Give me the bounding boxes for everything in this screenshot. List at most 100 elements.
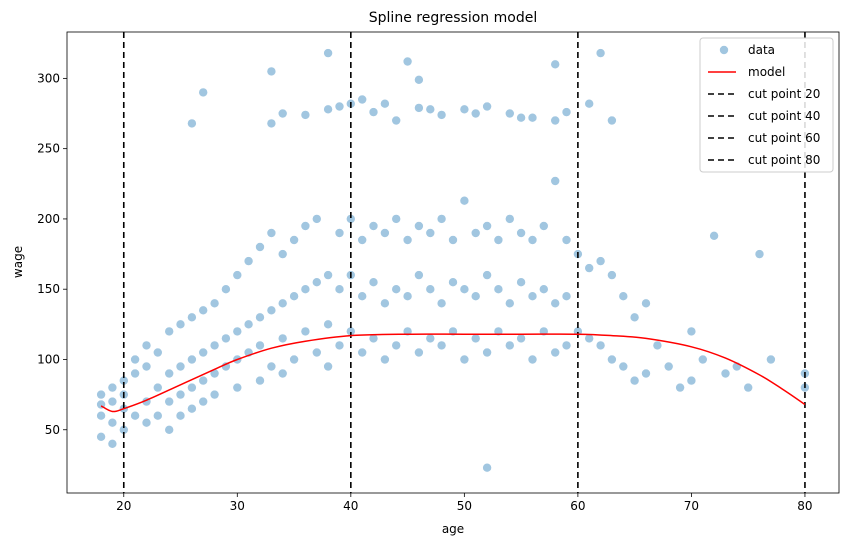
- data-point: [289, 235, 299, 245]
- data-point: [504, 108, 515, 119]
- data-point: [311, 277, 322, 288]
- data-point: [607, 115, 617, 126]
- data-point: [482, 101, 492, 112]
- data-point: [255, 312, 265, 323]
- data-point: [516, 112, 526, 123]
- x-tick-label: 20: [116, 499, 131, 513]
- data-point: [300, 110, 311, 120]
- legend-label: cut point 60: [748, 131, 820, 145]
- data-point: [187, 354, 197, 365]
- y-tick-label: 50: [45, 423, 60, 437]
- data-point: [334, 228, 345, 238]
- x-tick-label: 50: [457, 499, 472, 513]
- data-point: [380, 98, 390, 109]
- data-point: [754, 249, 765, 259]
- data-point: [516, 228, 526, 238]
- legend-label: cut point 80: [748, 153, 820, 167]
- data-point: [504, 298, 515, 309]
- data-point: [414, 270, 424, 280]
- y-tick-label: 200: [37, 212, 60, 226]
- data-point: [130, 410, 140, 421]
- data-point: [277, 333, 288, 344]
- data-point: [266, 361, 277, 372]
- data-point: [436, 214, 447, 224]
- data-point: [198, 347, 208, 358]
- data-point: [550, 115, 561, 126]
- data-point: [391, 115, 402, 126]
- data-point: [550, 298, 561, 309]
- data-point: [323, 48, 333, 58]
- data-point: [232, 270, 243, 280]
- data-point: [425, 104, 436, 115]
- data-point: [175, 319, 186, 330]
- data-point: [107, 417, 118, 428]
- data-point: [504, 340, 515, 351]
- x-tick-label: 40: [343, 499, 358, 513]
- data-point: [130, 368, 140, 379]
- data-point: [153, 347, 163, 358]
- data-point: [311, 347, 322, 358]
- data-point: [414, 221, 424, 231]
- data-point: [527, 354, 538, 365]
- data-point: [368, 107, 379, 117]
- data-point: [209, 340, 220, 351]
- data-point: [493, 284, 504, 295]
- data-point: [357, 291, 368, 302]
- data-point: [618, 291, 629, 302]
- data-point: [266, 66, 277, 77]
- data-point: [141, 340, 152, 351]
- data-point: [209, 389, 220, 400]
- y-tick-label: 300: [37, 71, 60, 85]
- legend-label: cut point 40: [748, 109, 820, 123]
- data-point: [538, 221, 549, 231]
- data-point: [175, 389, 186, 400]
- data-point: [255, 375, 265, 386]
- data-point: [357, 347, 368, 358]
- data-point: [380, 354, 390, 365]
- data-point: [607, 270, 617, 280]
- data-point: [414, 103, 424, 113]
- data-point: [187, 312, 197, 323]
- data-point: [561, 340, 572, 351]
- data-point: [380, 298, 390, 309]
- data-point: [277, 368, 288, 379]
- data-point: [425, 228, 436, 238]
- data-point: [436, 110, 447, 120]
- data-point: [198, 375, 208, 386]
- data-point: [459, 104, 470, 115]
- x-tick-label: 30: [230, 499, 245, 513]
- data-point: [709, 231, 719, 241]
- data-point: [482, 347, 492, 358]
- data-point: [300, 284, 311, 295]
- data-point: [266, 228, 277, 238]
- data-point: [504, 214, 515, 224]
- legend-label: data: [748, 43, 775, 57]
- data-point: [607, 354, 617, 365]
- data-point: [107, 396, 118, 407]
- data-point: [311, 214, 322, 224]
- data-point: [289, 291, 299, 302]
- data-point: [277, 108, 288, 119]
- data-point: [334, 284, 345, 295]
- data-point: [232, 326, 243, 337]
- data-point: [323, 361, 333, 372]
- data-point: [266, 118, 277, 129]
- data-point: [436, 298, 447, 309]
- data-point: [675, 382, 685, 393]
- data-point: [221, 284, 231, 295]
- data-point: [561, 235, 572, 245]
- y-axis-label: wage: [11, 246, 25, 278]
- data-point: [289, 354, 299, 365]
- data-point: [277, 249, 288, 259]
- model-line: [100, 333, 806, 413]
- x-axis-label: age: [442, 522, 464, 536]
- data-point: [482, 221, 492, 231]
- data-point: [448, 235, 458, 245]
- data-point: [629, 312, 640, 323]
- data-point: [448, 277, 458, 288]
- data-point: [323, 270, 333, 280]
- data-point: [153, 410, 163, 421]
- cut-lines: [122, 32, 806, 493]
- data-point: [368, 221, 379, 231]
- data-point: [470, 228, 481, 238]
